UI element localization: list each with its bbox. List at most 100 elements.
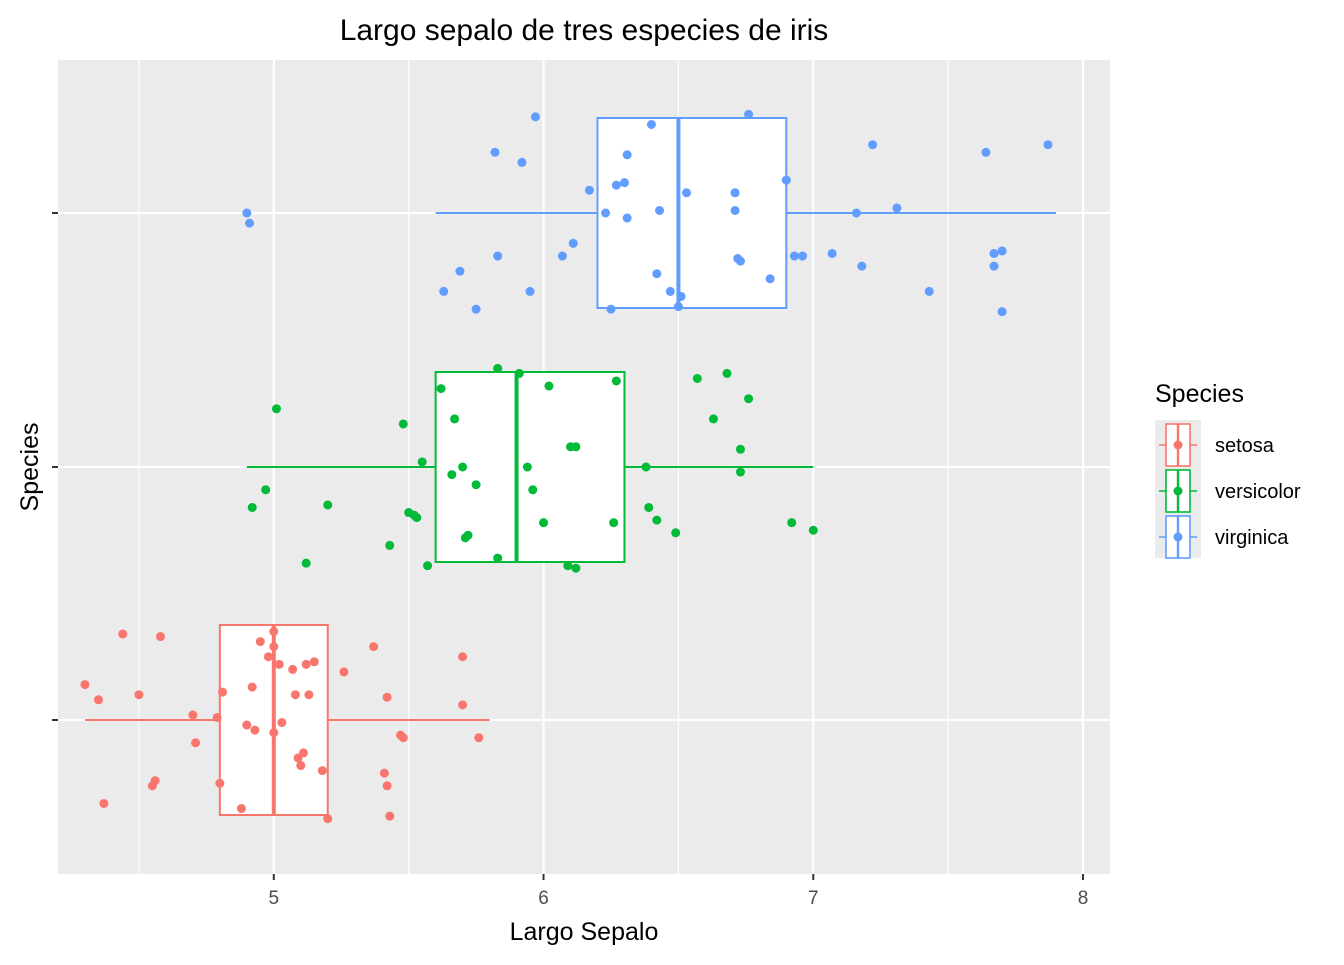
data-point-versicolor <box>722 368 732 378</box>
data-point-virginica <box>557 251 567 261</box>
data-point-virginica <box>517 157 527 167</box>
data-point-virginica <box>857 261 867 271</box>
legend: Species setosa versicolor virginica <box>1155 380 1301 559</box>
legend-item-versicolor: versicolor <box>1159 469 1301 513</box>
data-point-versicolor <box>514 368 524 378</box>
data-point-virginica <box>981 147 991 157</box>
data-point-virginica <box>245 218 255 228</box>
data-point-virginica <box>989 261 999 271</box>
data-point-versicolor <box>471 480 481 490</box>
data-point-virginica <box>606 304 616 314</box>
data-point-setosa <box>212 712 222 722</box>
legend-item-virginica: virginica <box>1159 515 1289 559</box>
data-point-virginica <box>490 147 500 157</box>
data-point-versicolor <box>247 502 257 512</box>
data-point-virginica <box>997 307 1007 317</box>
data-point-virginica <box>471 304 481 314</box>
data-point-versicolor <box>544 381 554 391</box>
data-point-setosa <box>80 680 90 690</box>
data-point-setosa <box>288 664 298 674</box>
data-point-versicolor <box>423 561 433 571</box>
data-point-setosa <box>298 748 308 758</box>
data-point-setosa <box>242 720 252 730</box>
data-point-versicolor <box>641 462 651 472</box>
data-point-setosa <box>250 725 260 735</box>
legend-title: Species <box>1155 380 1244 408</box>
data-point-virginica <box>455 266 465 276</box>
data-point-versicolor <box>735 467 745 477</box>
x-tick-label: 5 <box>269 888 280 909</box>
data-point-setosa <box>369 642 379 652</box>
data-point-versicolor <box>563 561 573 571</box>
x-tick-label: 8 <box>1078 888 1089 909</box>
data-point-setosa <box>474 733 484 743</box>
data-point-setosa <box>290 690 300 700</box>
data-point-virginica <box>868 140 878 150</box>
data-point-virginica <box>568 238 578 248</box>
data-point-versicolor <box>571 442 581 452</box>
data-point-setosa <box>379 768 389 778</box>
data-point-virginica <box>652 269 662 279</box>
data-point-setosa <box>301 659 311 669</box>
data-point-versicolor <box>458 462 468 472</box>
data-point-setosa <box>150 776 160 786</box>
data-point-setosa <box>93 695 103 705</box>
data-point-setosa <box>118 629 128 639</box>
data-point-setosa <box>274 659 284 669</box>
data-point-virginica <box>827 248 837 258</box>
data-point-virginica <box>789 251 799 261</box>
data-point-setosa <box>236 804 246 814</box>
data-point-setosa <box>304 690 314 700</box>
data-point-virginica <box>676 291 686 301</box>
box-iqr <box>596 117 788 309</box>
data-point-virginica <box>730 188 740 198</box>
data-point-versicolor <box>522 462 532 472</box>
data-point-setosa <box>382 781 392 791</box>
data-point-versicolor <box>652 515 662 525</box>
data-point-setosa <box>269 626 279 636</box>
boxplot-virginica <box>435 117 1057 309</box>
data-point-virginica <box>851 208 861 218</box>
legend-label: setosa <box>1215 435 1275 457</box>
data-point-virginica <box>797 251 807 261</box>
jitter-points <box>80 109 1053 824</box>
x-tick-label: 7 <box>808 888 819 909</box>
data-point-versicolor <box>744 394 754 404</box>
data-point-setosa <box>296 761 306 771</box>
data-point-setosa <box>99 798 109 808</box>
data-point-setosa <box>317 766 327 776</box>
data-point-setosa <box>191 738 201 748</box>
data-point-setosa <box>323 814 333 824</box>
data-point-setosa <box>309 657 319 667</box>
data-point-versicolor <box>528 485 538 495</box>
axes: 5 6 7 8 <box>52 212 1089 909</box>
data-point-versicolor <box>385 540 395 550</box>
data-point-setosa <box>215 778 225 788</box>
data-point-versicolor <box>398 419 408 429</box>
chart-title: Largo sepalo de tres especies de iris <box>340 14 829 47</box>
data-point-versicolor <box>261 485 271 495</box>
data-point-virginica <box>989 248 999 258</box>
data-point-setosa <box>277 718 287 728</box>
data-point-versicolor <box>808 525 818 535</box>
data-point-virginica <box>525 286 535 296</box>
data-point-virginica <box>673 302 683 312</box>
data-point-virginica <box>493 251 503 261</box>
data-point-setosa <box>458 652 468 662</box>
data-point-virginica <box>655 205 665 215</box>
legend-key-point <box>1173 486 1183 496</box>
data-point-versicolor <box>323 500 333 510</box>
data-point-setosa <box>385 811 395 821</box>
data-point-setosa <box>398 733 408 743</box>
data-point-versicolor <box>493 363 503 373</box>
data-point-versicolor <box>271 404 281 414</box>
data-point-versicolor <box>417 457 427 467</box>
data-point-versicolor <box>463 530 473 540</box>
data-point-setosa <box>382 692 392 702</box>
data-point-virginica <box>601 208 611 218</box>
y-axis-label: Species <box>16 423 44 512</box>
data-point-versicolor <box>787 518 797 528</box>
data-point-virginica <box>744 109 754 119</box>
